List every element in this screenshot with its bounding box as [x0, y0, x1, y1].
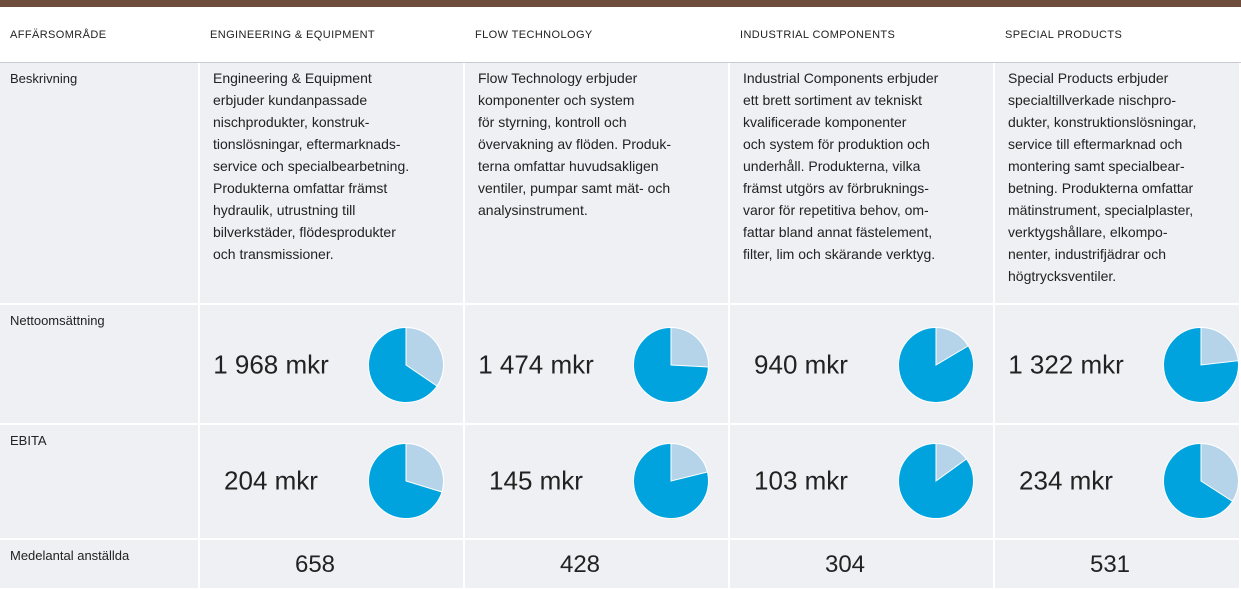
pie-slice [1200, 326, 1239, 366]
table-cell: 234 mkr [995, 425, 1241, 540]
table-cell: Special Products erbjuder specialtillver… [995, 63, 1241, 305]
row-label: EBITA [0, 425, 200, 540]
pie-slice [670, 442, 709, 482]
top-bar [0, 0, 1241, 7]
table-cell: 940 mkr [730, 305, 995, 425]
table-cell: 145 mkr [465, 425, 730, 540]
pie-chart [368, 442, 444, 519]
table-cell: 103 mkr [730, 425, 995, 540]
pie-slice [405, 442, 444, 493]
value-label: 304 [824, 551, 866, 578]
value-label: 145 mkr [489, 465, 583, 496]
pie-chart [898, 442, 974, 519]
pie-slice [405, 326, 444, 387]
value-label: 234 mkr [1019, 465, 1113, 496]
pie-slice [1200, 442, 1239, 503]
table-cell: Industrial Components erbjuder ett brett… [730, 63, 995, 305]
pie-slice [935, 326, 969, 366]
table-cell: Flow Technology erbjuder komponenter och… [465, 63, 730, 305]
value-label: 428 [559, 551, 601, 578]
table-cell: Engineering & Equipment erbjuder kundanp… [200, 63, 465, 305]
pie-chart [1163, 326, 1239, 403]
value-label: 531 [1089, 551, 1131, 578]
row-label: Beskrivning [0, 63, 200, 305]
column-header: SPECIAL PRODUCTS [995, 7, 1241, 63]
pie-chart [368, 326, 444, 403]
pie-chart [1163, 442, 1239, 519]
row-label: Medelantal anställda [0, 540, 200, 590]
table-cell: 304 [730, 540, 995, 590]
table-cell: 1 968 mkr [200, 305, 465, 425]
table-cell: 1 322 mkr [995, 305, 1241, 425]
table-cell: 428 [465, 540, 730, 590]
value-label: 204 mkr [224, 465, 318, 496]
table-cell: 658 [200, 540, 465, 590]
pie-chart [898, 326, 974, 403]
value-label: 1 474 mkr [478, 349, 594, 380]
table-cell: 531 [995, 540, 1241, 590]
table-cell: 204 mkr [200, 425, 465, 540]
pie-slice [935, 442, 968, 482]
value-label: 1 322 mkr [1008, 349, 1124, 380]
value-label: 103 mkr [754, 465, 848, 496]
column-header: ENGINEERING & EQUIPMENT [200, 7, 465, 63]
row-label: Nettoomsättning [0, 305, 200, 425]
column-header: INDUSTRIAL COMPONENTS [730, 7, 995, 63]
value-label: 940 mkr [754, 349, 848, 380]
pie-chart [633, 442, 709, 519]
pie-chart [633, 326, 709, 403]
column-header: FLOW TECHNOLOGY [465, 7, 730, 63]
table-cell: 1 474 mkr [465, 305, 730, 425]
column-header: AFFÄRSOMRÅDE [0, 7, 200, 63]
value-label: 1 968 mkr [213, 349, 329, 380]
pie-slice [670, 326, 709, 368]
value-label: 658 [294, 551, 336, 578]
